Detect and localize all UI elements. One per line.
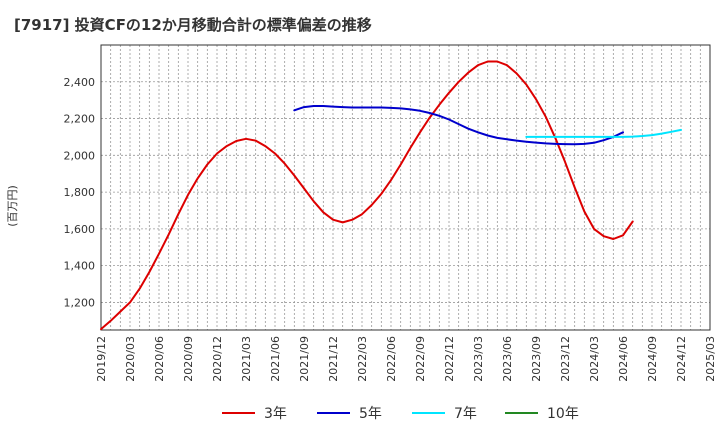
y-tick-labels: 1,200 1,400 1,600 1,800 2,000 2,200 2,400 <box>64 76 96 310</box>
x-tick-label: 2020/06 <box>153 336 166 382</box>
y-tick-label: 2,400 <box>64 76 96 89</box>
y-tick-label: 2,000 <box>64 149 96 162</box>
x-tick-label: 2022/03 <box>356 336 369 382</box>
legend-label: 10年 <box>547 406 579 422</box>
x-tick-label: 2021/06 <box>269 336 282 382</box>
x-tick-label: 2024/06 <box>617 336 630 382</box>
y-tick-label: 1,800 <box>64 186 96 199</box>
x-tick-label: 2023/06 <box>501 336 514 382</box>
x-tick-label: 2022/09 <box>414 336 427 382</box>
x-tick-label: 2022/06 <box>385 336 398 382</box>
axes <box>100 44 711 331</box>
series-line-7年 <box>525 128 682 138</box>
y-tick-label: 2,200 <box>64 113 96 126</box>
series-line-3年 <box>100 60 634 331</box>
chart-title: [7917] 投資CFの12か月移動合計の標準偏差の推移 <box>14 16 372 34</box>
y-tick-label: 1,200 <box>64 296 96 309</box>
legend-label: 3年 <box>264 406 287 422</box>
x-tick-label: 2020/09 <box>182 336 195 382</box>
x-tick-label: 2023/12 <box>559 336 572 382</box>
x-tick-label: 2023/03 <box>472 336 485 382</box>
x-tick-label: 2022/12 <box>443 336 456 382</box>
plot-frame <box>100 44 711 331</box>
series-lines <box>100 60 682 331</box>
x-tick-label: 2021/12 <box>327 336 340 382</box>
legend-label: 7年 <box>454 406 477 422</box>
x-tick-label: 2025/03 <box>704 336 717 382</box>
x-tick-labels: 2019/12 2020/03 2020/06 2020/09 2020/12 2021/… <box>95 336 717 382</box>
grid <box>101 45 710 330</box>
series-line-5年 <box>293 105 624 146</box>
y-tick-label: 1,600 <box>64 223 96 236</box>
x-tick-label: 2020/12 <box>211 336 224 382</box>
legend: 3年 5年 7年 10年 <box>222 406 579 422</box>
x-tick-label: 2023/09 <box>530 336 543 382</box>
x-tick-label: 2020/03 <box>124 336 137 382</box>
y-axis-label: (百万円) <box>6 185 19 227</box>
x-tick-label: 2024/03 <box>588 336 601 382</box>
x-tick-label: 2024/09 <box>646 336 659 382</box>
x-tick-label: 2021/09 <box>298 336 311 382</box>
y-tick-label: 1,400 <box>64 260 96 273</box>
x-tick-label: 2021/03 <box>240 336 253 382</box>
x-tick-label: 2024/12 <box>675 336 688 382</box>
legend-label: 5年 <box>359 406 382 422</box>
x-tick-label: 2019/12 <box>95 336 108 382</box>
